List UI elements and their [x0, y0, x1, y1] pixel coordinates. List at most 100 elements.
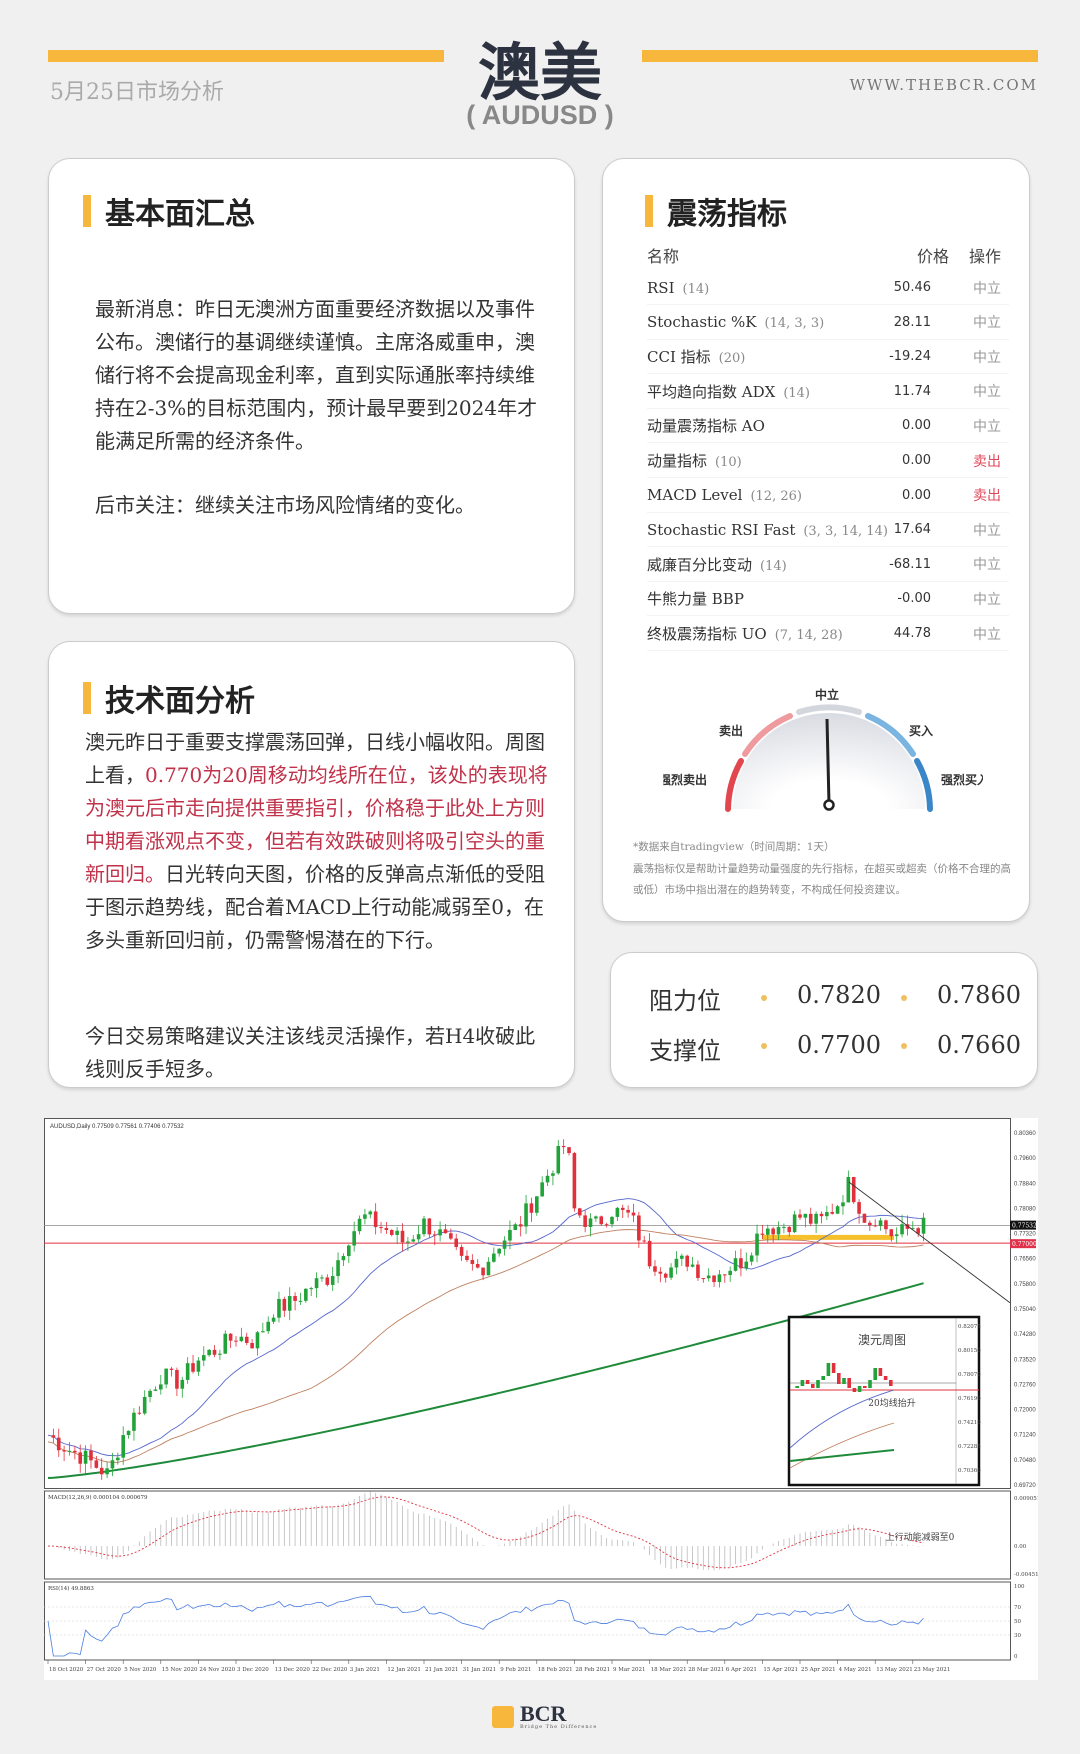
oscillator-params: (14, 3, 3)	[764, 316, 825, 332]
rsi-tick: 50	[1014, 1619, 1021, 1625]
price-tick: 0.80360	[1014, 1131, 1036, 1137]
date-tick: 15 Nov 2020	[162, 1667, 198, 1673]
oscillator-action: 中立	[973, 557, 1001, 574]
candle	[67, 1450, 72, 1452]
date-tick: 3 Dec 2020	[237, 1667, 269, 1673]
candle	[153, 1389, 158, 1391]
candle	[787, 1226, 792, 1233]
candle	[819, 1213, 824, 1217]
candle	[395, 1230, 399, 1235]
oscillator-value: -68.11	[889, 556, 931, 572]
candle	[717, 1274, 722, 1283]
current-price-tag	[1010, 1220, 1036, 1230]
resistance-label: 阻力位	[649, 987, 721, 1015]
oscillator-name: 牛熊力量 BBP	[647, 590, 744, 609]
candle	[615, 1207, 620, 1217]
gauge-label-sell: 卖出	[719, 723, 743, 738]
candle	[83, 1450, 88, 1464]
chart-legend: AUDUSD,Daily 0.77509 0.77561 0.77406 0.7…	[50, 1124, 184, 1130]
rsi-legend: RSI(14) 49.8863	[48, 1585, 94, 1592]
candle	[610, 1216, 614, 1225]
oscillator-row: 牛熊力量 BBP -0.00 中立	[647, 582, 1009, 617]
inset-candle	[868, 1380, 872, 1388]
candle	[89, 1450, 93, 1461]
date-tick: 6 Apr 2021	[726, 1667, 757, 1673]
inset-price-tick: 0.70360	[958, 1468, 981, 1474]
candle	[142, 1396, 147, 1414]
resistance-2: 0.7860	[937, 981, 1021, 1009]
price-chart[interactable]: 0.80360 0.79600 0.78840 0.78080 0.77320 0.765…	[44, 1118, 1038, 1680]
candle	[572, 1153, 577, 1209]
oscillator-row: 动量指标 (10) 0.00 卖出	[647, 444, 1009, 478]
candle	[196, 1360, 201, 1372]
date-tick: 18 Feb 2021	[538, 1667, 573, 1673]
header-bar-right	[642, 50, 1038, 62]
candle	[567, 1147, 571, 1154]
candle	[620, 1207, 625, 1210]
trendline	[848, 1181, 1011, 1304]
candle	[201, 1355, 206, 1361]
oscillator-name: 动量震荡指标 AO	[647, 417, 765, 436]
date-tick: 15 Apr 2021	[763, 1667, 798, 1673]
candle	[535, 1196, 539, 1213]
candle	[556, 1145, 561, 1174]
candle	[432, 1234, 437, 1236]
candle	[868, 1222, 872, 1226]
date-tick: 5 Nov 2020	[124, 1667, 157, 1673]
inset-candle	[863, 1386, 867, 1388]
candle	[180, 1379, 185, 1389]
date-tick: 22 Dec 2020	[312, 1667, 348, 1673]
candle	[878, 1220, 883, 1227]
header-bar-left	[48, 50, 444, 62]
candle	[191, 1363, 195, 1372]
date-tick: 12 Jan 2021	[387, 1667, 421, 1673]
date-tick: 28 Feb 2021	[575, 1667, 610, 1673]
oscillator-params: (14)	[682, 281, 710, 297]
candle	[916, 1228, 920, 1234]
macd-panel	[44, 1490, 1011, 1580]
candle	[851, 1176, 856, 1203]
candle	[416, 1234, 421, 1240]
candle	[884, 1220, 888, 1230]
candle	[368, 1211, 373, 1215]
inset-annotation: 20均线抬升	[868, 1397, 915, 1409]
candle	[298, 1300, 303, 1302]
oscillator-value: 17.64	[893, 522, 931, 538]
candle	[422, 1218, 426, 1235]
date-tick: 9 Feb 2021	[500, 1667, 531, 1673]
inset-price-tick: 0.78070	[958, 1372, 981, 1378]
candle	[212, 1349, 217, 1355]
oscillator-name: Stochastic RSI Fast (3, 3, 14, 14)	[647, 520, 888, 539]
candle	[744, 1261, 749, 1269]
date-tick: 18 Oct 2020	[49, 1667, 84, 1673]
candle	[894, 1234, 899, 1237]
candle	[637, 1215, 641, 1241]
candle	[808, 1213, 813, 1224]
oscillator-row: MACD Level (12, 26) 0.00 卖出	[647, 479, 1009, 513]
price-tick: 0.74280	[1014, 1332, 1036, 1338]
oscillator-action: 中立	[973, 591, 1001, 608]
website-link[interactable]: WWW.THEBCR.COM	[849, 76, 1038, 94]
oscillator-params: (10)	[715, 455, 742, 470]
date-tick: 24 Nov 2020	[199, 1667, 235, 1673]
bcr-logo: BCR Bridge The Difference	[492, 1703, 597, 1730]
price-tick: 0.69720	[1014, 1483, 1036, 1489]
gauge-buy-arc	[865, 713, 916, 757]
inset-ma200	[789, 1449, 895, 1462]
oscillator-name: 终极震荡指标 UO (7, 14, 28)	[647, 625, 843, 643]
oscillator-name: Stochastic %K (14, 3, 3)	[647, 313, 825, 332]
page-title: 澳美	[477, 36, 602, 109]
gauge-label-strong-sell: 强烈卖出	[663, 772, 707, 787]
oscillator-value: 11.74	[893, 383, 931, 399]
candle	[277, 1298, 281, 1318]
candle	[905, 1224, 910, 1229]
logo-mark-icon	[492, 1706, 514, 1728]
date-tick: 28 Mar 2021	[688, 1667, 724, 1673]
price-tick: 0.72760	[1014, 1382, 1036, 1388]
technical-title: 技术面分析	[83, 676, 255, 720]
inset-candle	[811, 1384, 815, 1388]
candle	[846, 1176, 851, 1203]
candle	[782, 1226, 786, 1228]
candle	[663, 1273, 668, 1278]
candle	[502, 1240, 507, 1249]
